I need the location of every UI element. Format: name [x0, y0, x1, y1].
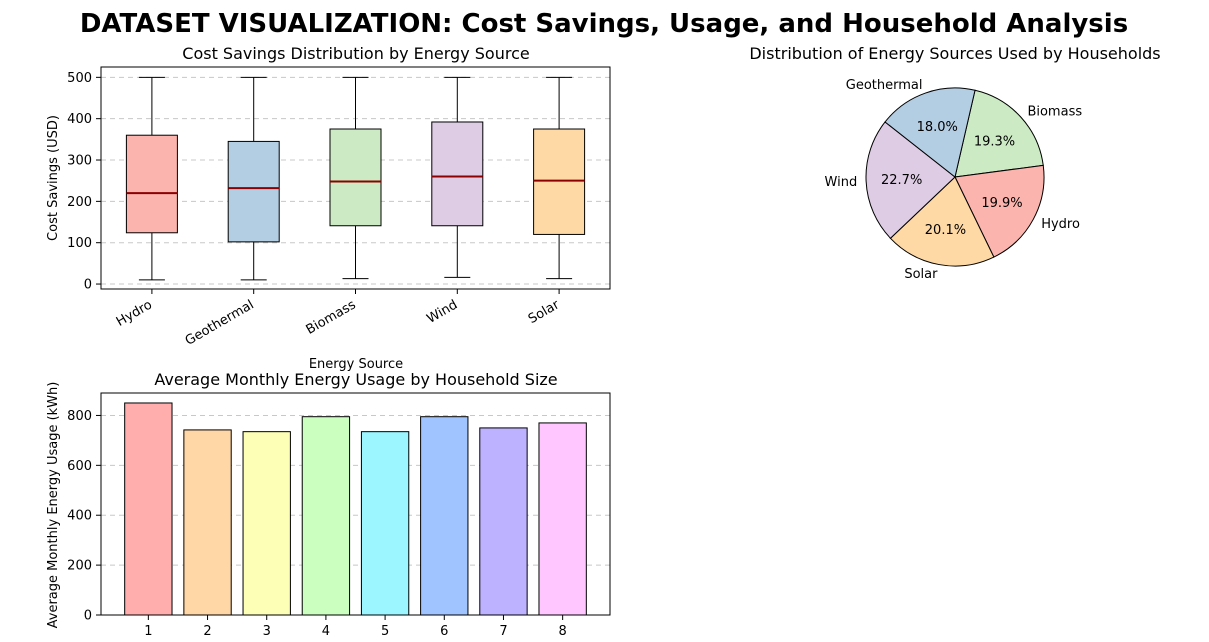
bar-y-tick-label: 0 [84, 609, 92, 624]
boxplot-marks [125, 76, 586, 281]
boxplot-box [227, 140, 280, 243]
pie-panel: Distribution of Energy Sources Used by H… [749, 44, 1160, 282]
bar-axes-frame [100, 392, 611, 616]
boxplot-y-tick-label: 300 [67, 154, 92, 169]
boxplot-box [329, 128, 382, 227]
bar [124, 402, 173, 616]
pie-slice [954, 89, 1044, 178]
bar-marks [124, 402, 587, 616]
boxplot-box [431, 121, 484, 227]
pie-slice [889, 176, 995, 267]
pie-slice-percent: 22.7% [881, 173, 922, 188]
bar-x-tick-label: 4 [322, 624, 330, 639]
pie-slice [865, 121, 956, 239]
bar-x-tick-label: 8 [559, 624, 567, 639]
pie-slice-label: Geothermal [846, 78, 923, 93]
boxplot-x-axis-label: Energy Source [309, 357, 403, 372]
pie-slice-percent: 20.1% [925, 223, 966, 238]
boxplot-y-axis-label: Cost Savings (USD) [46, 115, 61, 241]
bar-y-tick-label: 800 [67, 409, 92, 424]
bar-y-tick-label: 600 [67, 459, 92, 474]
pie-slice [884, 87, 976, 178]
bar [360, 431, 410, 616]
pie-title: Distribution of Energy Sources Used by H… [749, 44, 1160, 63]
boxplot-y-tick-label: 400 [67, 112, 92, 127]
bar-x-tick-label: 3 [263, 624, 271, 639]
bar [420, 416, 469, 616]
boxplot-y-tick-label: 500 [67, 71, 92, 86]
boxplot-title: Cost Savings Distribution by Energy Sour… [182, 44, 529, 63]
bar-x-tick-label: 1 [144, 624, 152, 639]
pie-slice-percent: 19.3% [974, 135, 1015, 150]
boxplot-y-tick-label: 100 [67, 236, 92, 251]
pie-slice-label: Solar [904, 267, 938, 282]
pie-marks: 19.3% Biomass 19.9% Hydro 20.1% Solar 22.7% Win… [825, 78, 1083, 282]
bar-x-tick-label: 2 [203, 624, 211, 639]
pie-slice-percent: 19.9% [981, 196, 1022, 211]
bar-y-tick-label: 400 [67, 509, 92, 524]
bar-x-ticks: 1 2 3 4 5 6 7 8 [144, 615, 567, 639]
bar [538, 422, 587, 616]
pie-slice [954, 164, 1045, 258]
bar-x-tick-label: 5 [381, 624, 389, 639]
pie-slice-percent: 18.0% [917, 120, 958, 135]
figure-title: DATASET VISUALIZATION: Cost Savings, Usa… [80, 9, 1128, 39]
boxplot-y-tick-label: 200 [67, 195, 92, 210]
bar-y-axis-label: Average Monthly Energy Usage (kWh) [46, 382, 61, 629]
bar-y-ticks: 0 200 400 600 800 [67, 409, 101, 624]
pie-slice-label: Wind [825, 175, 858, 190]
boxplot-panel: Cost Savings Distribution by Energy Sour… [46, 44, 611, 372]
bar [242, 431, 291, 616]
pie-slice-label: Hydro [1041, 217, 1080, 232]
boxplot-y-tick-label: 0 [84, 278, 92, 293]
bar-panel: Average Monthly Energy Usage by Househol… [46, 370, 611, 639]
boxplot-box [125, 134, 178, 234]
bar [479, 427, 528, 616]
boxplot-box [533, 128, 586, 235]
boxplot-y-ticks: 0 100 200 300 400 500 [67, 71, 101, 293]
bar-x-tick-label: 6 [440, 624, 448, 639]
bar-title: Average Monthly Energy Usage by Househol… [154, 370, 557, 389]
bar [183, 429, 232, 616]
bar-x-tick-label: 7 [499, 624, 507, 639]
bar [301, 416, 351, 616]
pie-slice-label: Biomass [1027, 105, 1082, 120]
bar-y-tick-label: 200 [67, 559, 92, 574]
